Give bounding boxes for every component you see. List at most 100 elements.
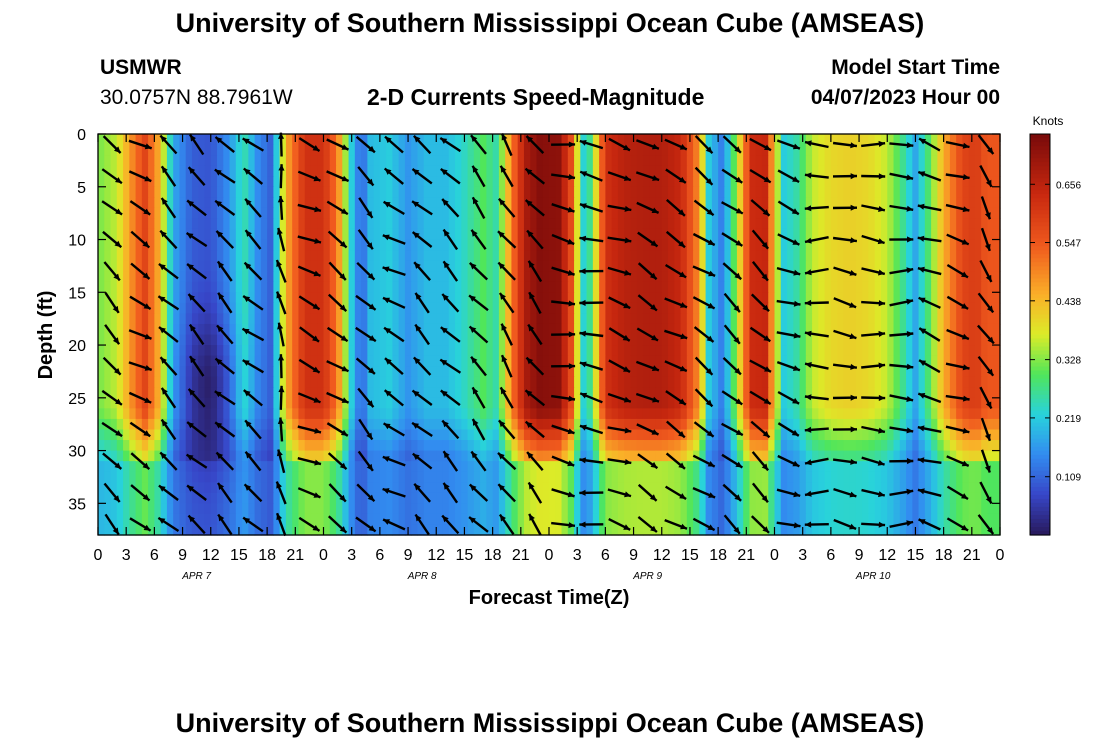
heatmap-cell bbox=[968, 239, 976, 251]
heatmap-cell bbox=[386, 482, 393, 494]
heatmap-cell bbox=[855, 471, 863, 483]
heatmap-cell bbox=[668, 366, 675, 378]
heatmap-cell bbox=[448, 471, 456, 483]
heatmap-cell bbox=[498, 218, 506, 230]
heatmap-cell bbox=[680, 429, 688, 441]
heatmap-cell bbox=[129, 207, 137, 220]
heatmap-cell bbox=[674, 366, 682, 378]
heatmap-cell bbox=[724, 334, 732, 346]
heatmap-cell bbox=[549, 292, 556, 304]
heatmap-cell bbox=[680, 366, 688, 378]
heatmap-cell bbox=[830, 250, 838, 262]
heatmap-cell bbox=[373, 292, 381, 304]
heatmap-cell bbox=[104, 186, 112, 198]
heatmap-cell bbox=[542, 239, 550, 251]
heatmap-cell bbox=[668, 271, 675, 283]
heatmap-cell bbox=[298, 271, 306, 283]
heatmap-cell bbox=[329, 239, 337, 251]
heatmap-cell bbox=[116, 471, 124, 483]
heatmap-cell bbox=[761, 134, 769, 146]
heatmap-cell bbox=[868, 155, 876, 167]
heatmap-cell bbox=[787, 355, 794, 367]
heatmap-cell bbox=[498, 250, 506, 262]
heatmap-cell bbox=[198, 165, 206, 177]
heatmap-cell bbox=[906, 218, 913, 230]
heatmap-cell bbox=[592, 144, 600, 156]
heatmap-cell bbox=[467, 440, 475, 452]
heatmap-cell bbox=[617, 471, 625, 483]
heatmap-cell bbox=[605, 176, 613, 188]
heatmap-cell bbox=[141, 218, 149, 230]
heatmap-cell bbox=[217, 155, 224, 167]
heatmap-cell bbox=[906, 440, 913, 452]
heatmap-cell bbox=[668, 155, 675, 167]
heatmap-cell bbox=[492, 197, 500, 209]
heatmap-cell bbox=[743, 366, 751, 378]
heatmap-cell bbox=[555, 461, 563, 473]
heatmap-cell bbox=[962, 155, 970, 167]
heatmap-cell bbox=[893, 408, 901, 420]
heatmap-cell bbox=[893, 207, 901, 220]
heatmap-cell bbox=[812, 397, 819, 409]
heatmap-cell bbox=[931, 155, 938, 167]
heatmap-cell bbox=[624, 134, 632, 146]
heatmap-cell bbox=[730, 408, 738, 420]
heatmap-cell bbox=[98, 271, 105, 283]
heatmap-cell bbox=[123, 345, 130, 357]
heatmap-cell bbox=[492, 218, 500, 230]
heatmap-cell bbox=[968, 440, 976, 452]
heatmap-cell bbox=[223, 345, 231, 357]
heatmap-cell bbox=[987, 355, 995, 367]
heatmap-cell bbox=[442, 429, 450, 441]
heatmap-cell bbox=[586, 144, 594, 156]
heatmap-cell bbox=[636, 239, 644, 251]
heatmap-cell bbox=[160, 207, 168, 220]
heatmap-cell bbox=[473, 313, 481, 325]
heatmap-cell bbox=[987, 408, 995, 420]
heatmap-cell bbox=[874, 271, 882, 283]
heatmap-cell bbox=[461, 492, 469, 504]
heatmap-cell bbox=[361, 450, 368, 462]
heatmap-cell bbox=[492, 144, 500, 156]
heatmap-cell bbox=[780, 271, 788, 283]
heatmap-cell bbox=[993, 397, 1001, 409]
heatmap-cell bbox=[993, 218, 1001, 230]
heatmap-cell bbox=[887, 260, 895, 272]
heatmap-cell bbox=[987, 461, 995, 473]
heatmap-cell bbox=[780, 228, 788, 241]
heatmap-cell bbox=[899, 292, 907, 304]
heatmap-cell bbox=[542, 271, 550, 283]
heatmap-cell bbox=[116, 134, 124, 146]
heatmap-cell bbox=[423, 313, 431, 325]
heatmap-cell bbox=[617, 281, 625, 293]
heatmap-cell bbox=[417, 281, 425, 293]
heatmap-cell bbox=[981, 313, 989, 325]
heatmap-cell bbox=[404, 450, 412, 462]
heatmap-cell bbox=[812, 239, 819, 251]
heatmap-cell bbox=[705, 418, 713, 431]
heatmap-cell bbox=[586, 134, 594, 146]
heatmap-cell bbox=[480, 471, 487, 483]
heatmap-cell bbox=[492, 345, 500, 357]
heatmap-cell bbox=[204, 271, 212, 283]
heatmap-cell bbox=[605, 250, 613, 262]
heatmap-cell bbox=[442, 302, 450, 314]
heatmap-cell bbox=[392, 355, 400, 367]
heatmap-cell bbox=[354, 271, 362, 283]
heatmap-cell bbox=[166, 260, 174, 272]
heatmap-cell bbox=[204, 313, 212, 325]
heatmap-cell bbox=[223, 281, 231, 293]
heatmap-cell bbox=[486, 165, 494, 177]
heatmap-cell bbox=[617, 186, 625, 198]
heatmap-cell bbox=[912, 186, 920, 198]
heatmap-cell bbox=[110, 355, 118, 367]
heatmap-cell bbox=[974, 302, 982, 314]
heatmap-cell bbox=[442, 207, 450, 220]
heatmap-cell bbox=[780, 387, 788, 399]
heatmap-cell bbox=[429, 302, 437, 314]
heatmap-cell bbox=[185, 207, 193, 220]
heatmap-cell bbox=[605, 471, 613, 483]
heatmap-cell bbox=[874, 397, 882, 409]
heatmap-cell bbox=[336, 302, 343, 314]
heatmap-cell bbox=[198, 492, 206, 504]
